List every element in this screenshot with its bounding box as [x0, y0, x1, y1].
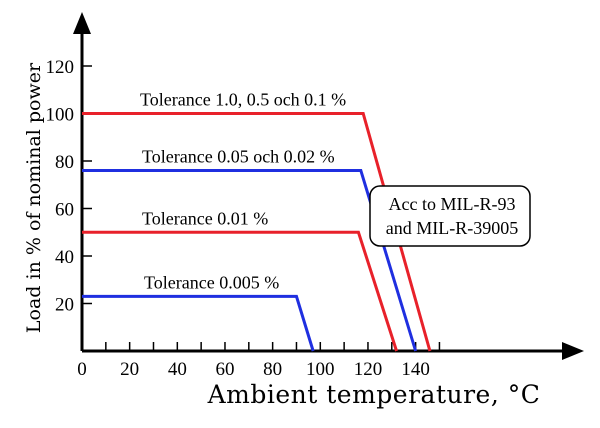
x-tick-label: 60: [215, 359, 234, 380]
series-label: Tolerance 0.05 och 0.02 %: [142, 147, 335, 167]
y-tick-label: 100: [46, 105, 75, 126]
y-axis-arrowhead: [73, 12, 91, 34]
y-axis-ticks: 20 40 60 80 100 120: [46, 57, 92, 316]
series-line: [82, 294, 315, 352]
y-tick-label: 120: [46, 57, 75, 78]
series-label: Tolerance 1.0, 0.5 och 0.1 %: [140, 90, 346, 110]
y-tick-label: 60: [55, 200, 74, 221]
y-tick-label: 80: [55, 152, 74, 173]
y-axis-title: Load in % of nominal power: [23, 62, 45, 333]
series-line: [82, 112, 432, 352]
series-line: [82, 169, 418, 352]
y-tick-label: 20: [55, 295, 74, 316]
x-axis-ticks: 0 20 40 60 80 100 120 140: [77, 342, 441, 380]
standard-note-line-1: Acc to MIL-R-93: [389, 194, 516, 214]
x-tick-label: 100: [306, 359, 335, 380]
x-tick-label: 0: [77, 359, 87, 380]
y-tick-label: 40: [55, 247, 74, 268]
x-tick-label: 40: [168, 359, 187, 380]
x-tick-label: 140: [401, 359, 430, 380]
standard-note-line-2: and MIL-R-39005: [386, 218, 518, 238]
standard-note-box: [369, 185, 531, 247]
series-label: Tolerance 0.01 %: [142, 208, 268, 228]
x-axis-title: Ambient temperature, °C: [207, 380, 541, 409]
x-tick-label: 20: [120, 359, 139, 380]
standard-note: Acc to MIL-R-93 and MIL-R-39005: [369, 185, 531, 247]
series-labels: Tolerance 1.0, 0.5 och 0.1 % Tolerance 0.…: [140, 90, 346, 293]
series-lines: [82, 112, 432, 352]
x-tick-label: 80: [263, 359, 282, 380]
series-line: [82, 230, 398, 352]
x-axis-arrowhead: [562, 342, 584, 360]
series-label: Tolerance 0.005 %: [144, 272, 279, 292]
x-tick-label: 120: [354, 359, 383, 380]
